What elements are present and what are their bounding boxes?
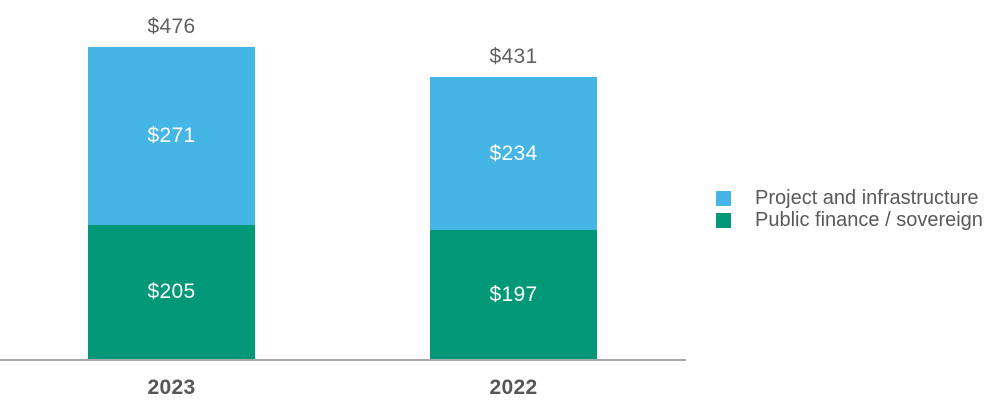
category-label: 2022 (489, 376, 538, 399)
bar-segment: $271 (88, 47, 255, 225)
legend: Project and infrastructure Public finance… (716, 187, 983, 231)
bar-segment: $197 (430, 229, 597, 359)
bar-total-label: $476 (147, 15, 196, 39)
bar-segment: $234 (430, 76, 597, 230)
segment-value-label: $234 (489, 141, 538, 165)
bar-total-label: $431 (489, 44, 538, 68)
category-label: 2023 (147, 376, 196, 399)
bar-segment: $205 (88, 224, 255, 359)
bar-2022: $234 $197 (430, 76, 597, 359)
legend-label: Public finance / sovereign (755, 209, 983, 231)
legend-swatch-icon (716, 190, 731, 206)
legend-swatch-icon (716, 212, 731, 228)
x-axis-line (0, 359, 686, 361)
bar-2023: $271 $205 (88, 47, 255, 359)
segment-value-label: $271 (147, 124, 196, 148)
legend-label: Project and infrastructure (755, 187, 979, 209)
segment-value-label: $205 (147, 280, 196, 304)
legend-row: Project and infrastructure (716, 187, 983, 209)
legend-row: Public finance / sovereign (716, 209, 983, 231)
segment-value-label: $197 (489, 282, 538, 306)
